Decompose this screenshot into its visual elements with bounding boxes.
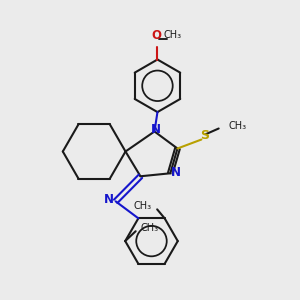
- Text: CH₃: CH₃: [140, 223, 158, 233]
- Text: CH₃: CH₃: [228, 121, 246, 131]
- Text: N: N: [151, 123, 161, 136]
- Text: N: N: [104, 194, 114, 206]
- Text: CH₃: CH₃: [163, 30, 182, 40]
- Text: O: O: [152, 28, 162, 42]
- Text: CH₃: CH₃: [133, 201, 151, 212]
- Text: N: N: [171, 167, 181, 179]
- Text: S: S: [200, 130, 209, 142]
